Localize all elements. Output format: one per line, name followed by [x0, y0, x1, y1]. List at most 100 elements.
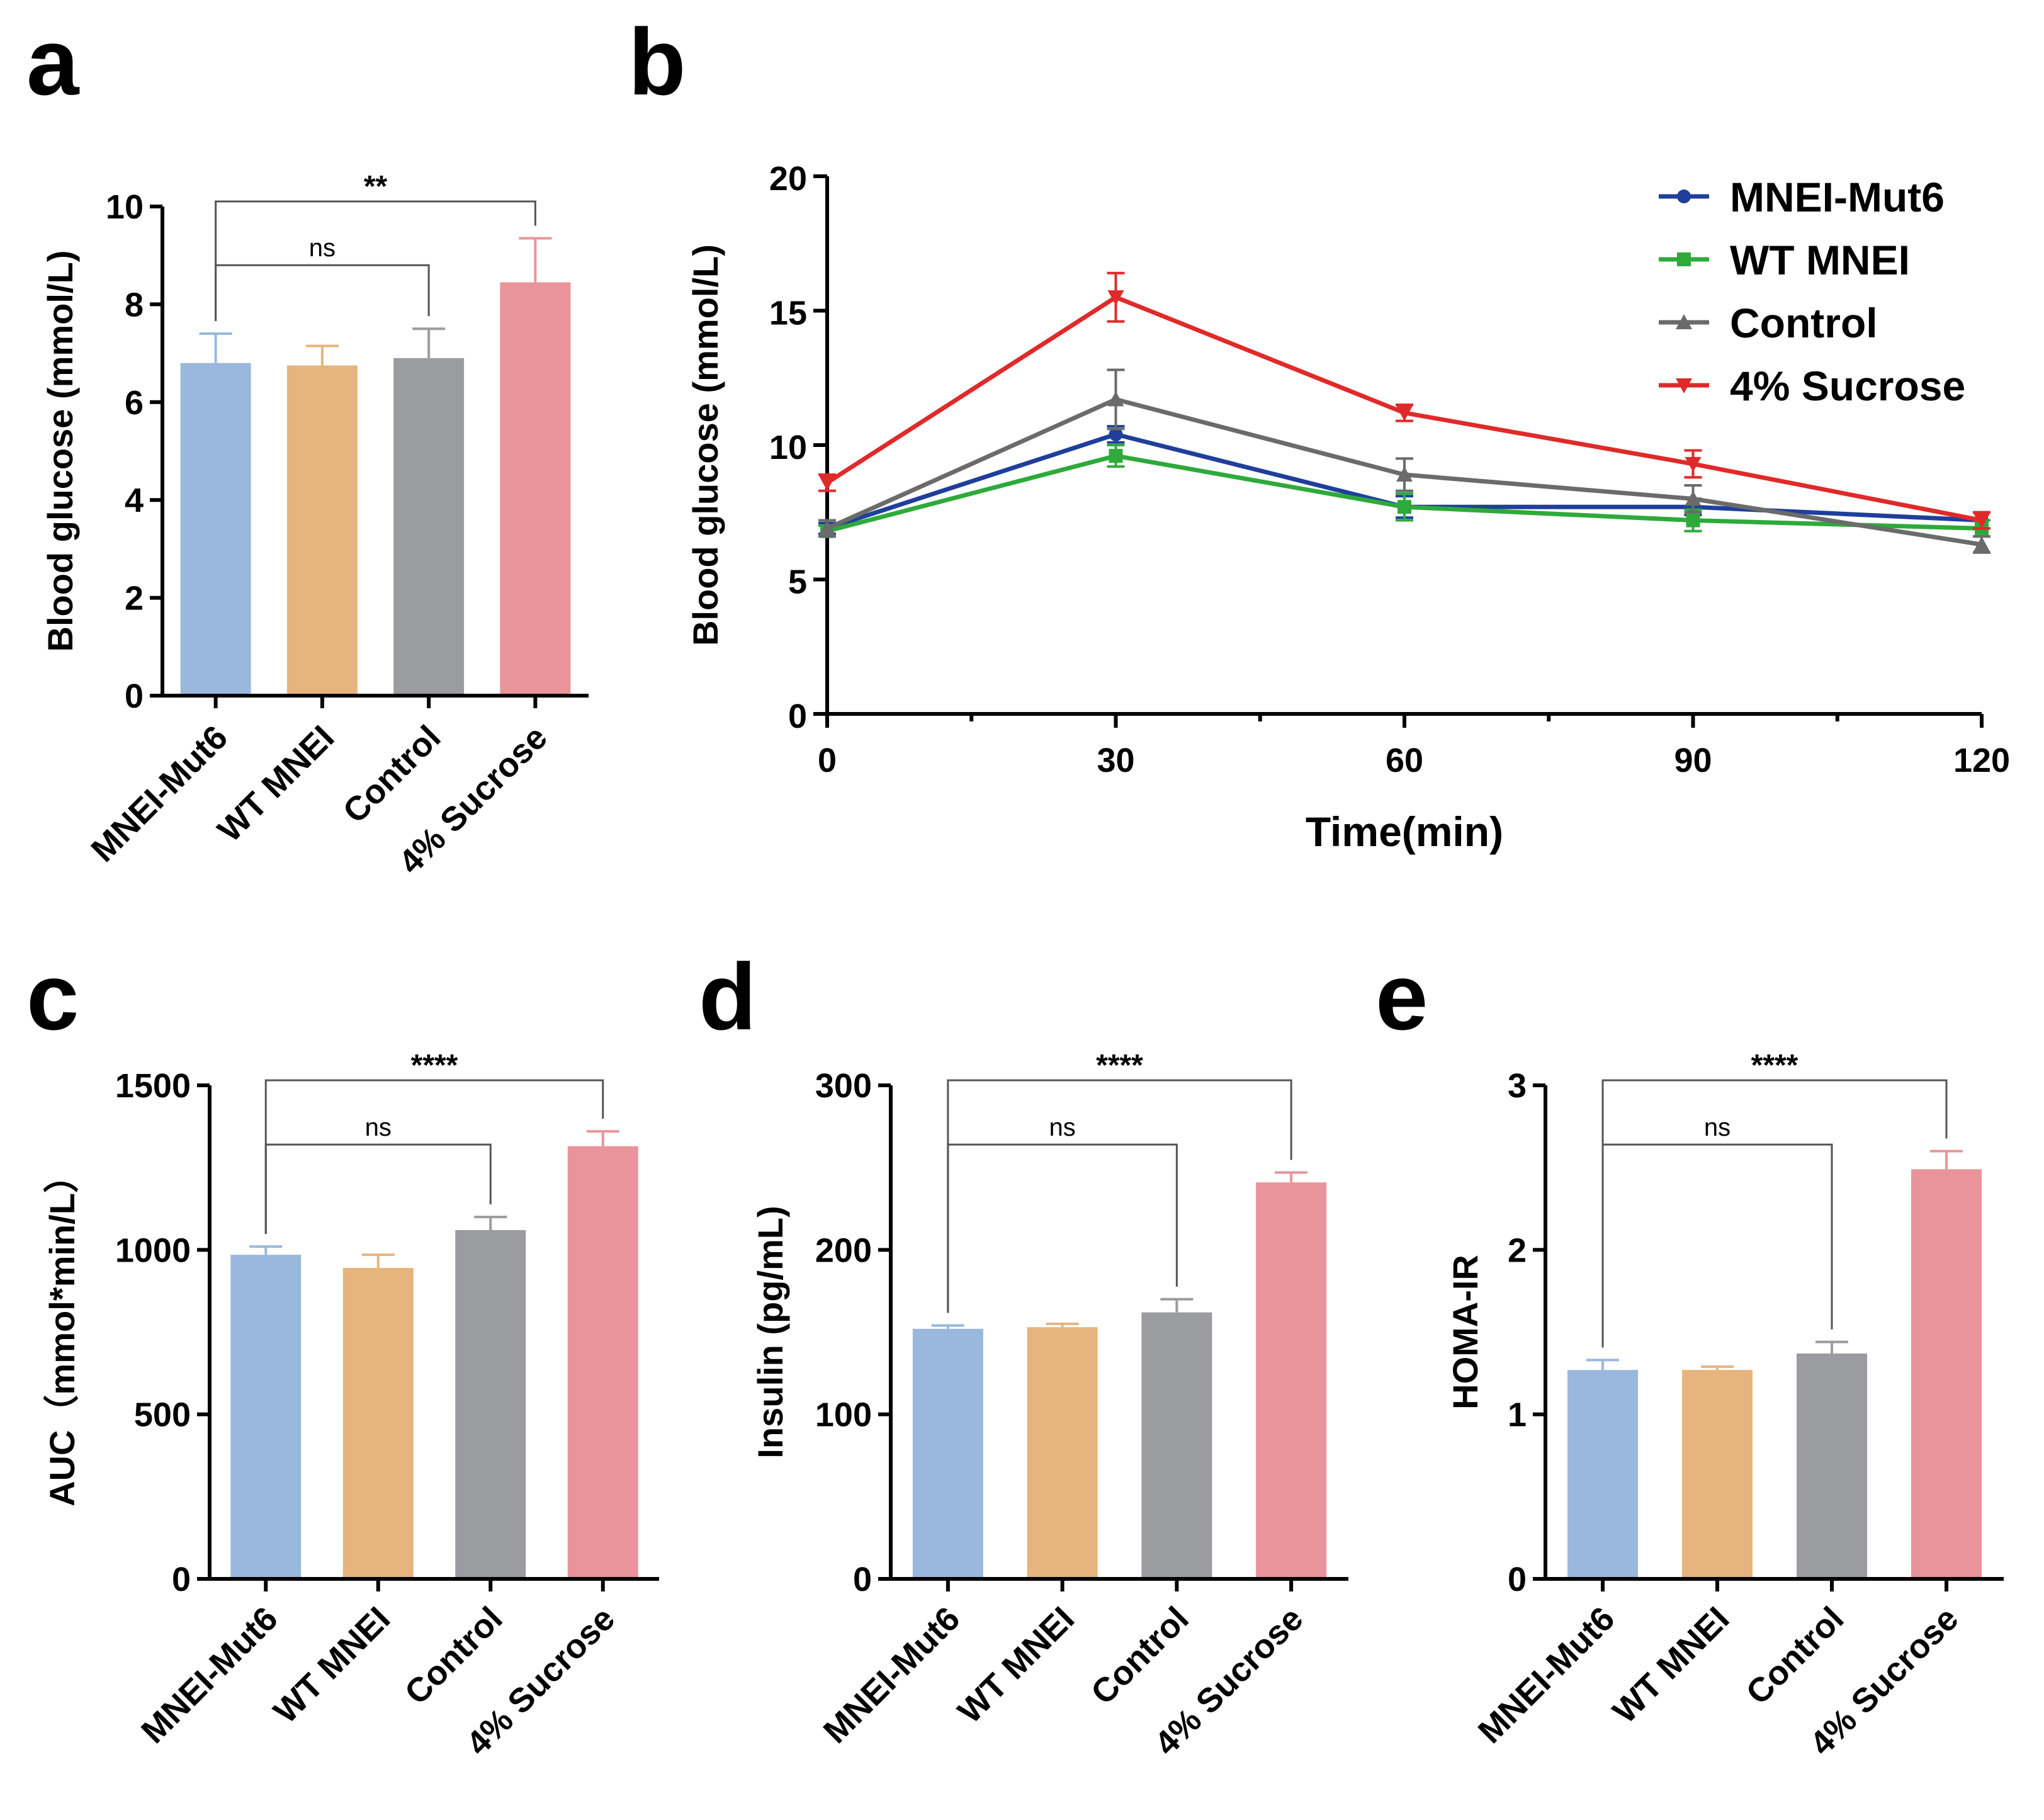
series-4-sucrose [818, 271, 1990, 530]
significance-bracket [1601, 1079, 1948, 1348]
panel-label: e [1375, 944, 1428, 1049]
y-tick-label: 100 [815, 1396, 872, 1434]
bar-4-sucrose [1256, 1182, 1327, 1579]
panel-label: d [699, 944, 757, 1049]
y-tick-label: 1500 [115, 1067, 191, 1105]
legend-marker [1676, 314, 1692, 329]
legend-label: Control [1730, 300, 1878, 346]
legend: MNEI-Mut6 WT MNEI Control 4% Sucrose [1659, 174, 1965, 409]
category-label-control: Control [336, 718, 448, 830]
y-tick-label: 4 [125, 482, 144, 519]
data-point-control [819, 520, 835, 536]
x-tick-label: 30 [1097, 742, 1134, 779]
y-axis-label: Blood glucose (mmol/L) [40, 251, 80, 652]
bar-mnei-mut6 [1567, 1370, 1638, 1579]
y-tick-label: 1000 [115, 1231, 191, 1269]
bar-mnei-mut6 [912, 1328, 983, 1579]
significance-label: ns [309, 234, 336, 262]
y-axis-label: Blood glucose (mmol/L) [686, 244, 725, 646]
y-axis-label: Insulin (pg/mL) [750, 1206, 790, 1458]
y-tick-label: 2 [125, 580, 144, 618]
significance-bracket [947, 1079, 1292, 1313]
series-control [818, 368, 1990, 554]
y-tick-label: 2 [1508, 1231, 1527, 1269]
bar-control [1797, 1353, 1867, 1579]
significance-bracket [947, 1143, 1178, 1313]
significance-label: ns [1704, 1114, 1731, 1141]
significance-label: ns [1049, 1114, 1076, 1141]
bar-mnei-mut6 [180, 363, 251, 696]
category-label-control: Control [1739, 1600, 1851, 1712]
y-tick-label: 200 [815, 1231, 872, 1269]
y-axis-label: HOMA-IR [1445, 1255, 1485, 1410]
bar-wt-mnei [1682, 1370, 1753, 1579]
panel-label: b [628, 9, 686, 115]
bar-wt-mnei [286, 365, 358, 696]
data-point-4-sucrose [1107, 290, 1124, 306]
data-point-4-sucrose [1685, 456, 1702, 472]
y-tick-label: 15 [769, 295, 807, 332]
category-label-wt-mnei: WT MNEI [951, 1600, 1081, 1731]
legend-item-wt-mnei: WT MNEI [1659, 237, 1910, 283]
x-tick-label: 60 [1386, 742, 1423, 779]
bar-4-sucrose [1911, 1169, 1982, 1579]
significance-bracket [264, 1079, 604, 1235]
data-point-4-sucrose [1396, 405, 1413, 421]
significance-bracket [215, 264, 430, 322]
category-label-mnei-mut6: MNEI-Mut6 [84, 718, 235, 869]
significance-bracket [264, 1143, 492, 1235]
significance-label: ** [364, 170, 388, 203]
y-tick-label: 3 [1508, 1067, 1527, 1105]
y-tick-label: 0 [125, 677, 144, 715]
data-point-mnei-mut6 [1109, 427, 1123, 441]
significance-label: **** [1096, 1049, 1143, 1082]
panel-label: c [26, 944, 79, 1049]
legend-item-4-sucrose: 4% Sucrose [1659, 363, 1965, 409]
category-label-wt-mnei: WT MNEI [1606, 1600, 1737, 1731]
panel-b: b 0 5 10 15 20 0 30 60 90 120 Time(min) Blood glucos… [628, 9, 2010, 855]
y-tick-label: 10 [769, 429, 807, 466]
bar-control [393, 358, 465, 696]
x-axis-label: Time(min) [1306, 808, 1503, 855]
y-tick-label: 20 [769, 160, 807, 198]
x-tick-label: 0 [818, 742, 837, 779]
y-tick-label: 500 [134, 1396, 191, 1434]
y-tick-label: 0 [172, 1561, 191, 1598]
bar-mnei-mut6 [230, 1255, 302, 1579]
y-axis-label: AUC（mmol*min/L） [42, 1158, 82, 1506]
bar-4-sucrose [567, 1146, 638, 1579]
x-tick-label: 120 [1953, 742, 2010, 779]
significance-label: **** [411, 1049, 458, 1082]
category-label-mnei-mut6: MNEI-Mut6 [1471, 1600, 1622, 1751]
bar-control [455, 1229, 526, 1579]
significance-label: ns [365, 1114, 392, 1141]
legend-item-mnei-mut6: MNEI-Mut6 [1659, 174, 1945, 220]
data-point-wt-mnei [1109, 449, 1123, 463]
y-tick-label: 6 [125, 384, 144, 422]
data-point-control [1396, 466, 1413, 482]
bar-wt-mnei [1027, 1327, 1098, 1579]
data-point-wt-mnei [1686, 513, 1700, 528]
y-tick-label: 300 [815, 1067, 872, 1105]
legend-label: MNEI-Mut6 [1730, 174, 1945, 220]
y-tick-label: 10 [106, 188, 144, 226]
y-tick-label: 0 [788, 698, 807, 735]
y-tick-label: 1 [1508, 1396, 1527, 1434]
significance-bracket [215, 200, 536, 322]
legend-marker [1677, 252, 1691, 266]
bar-4-sucrose [500, 282, 571, 696]
data-point-control [1685, 490, 1702, 506]
category-label-mnei-mut6: MNEI-Mut6 [134, 1600, 285, 1751]
category-label-wt-mnei: WT MNEI [210, 718, 341, 849]
data-point-4-sucrose [1973, 513, 1990, 529]
category-label-mnei-mut6: MNEI-Mut6 [816, 1600, 968, 1751]
legend-marker [1676, 378, 1692, 393]
legend-item-control: Control [1659, 300, 1878, 346]
y-tick-label: 8 [125, 286, 144, 324]
panel-label: a [26, 9, 80, 115]
